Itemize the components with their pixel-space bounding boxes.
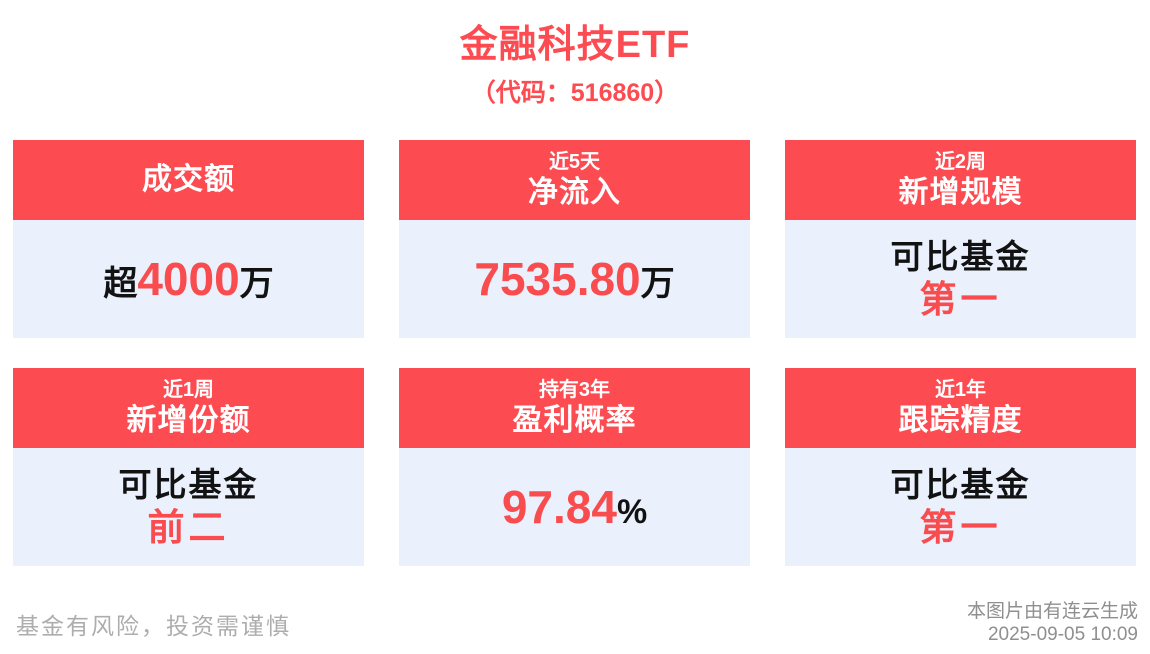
value-unit: 万 [640,265,675,303]
stat-card-tracking-precision: 近1年 跟踪精度 可比基金 第一 [785,368,1136,566]
value-number: 97.84 [501,481,617,533]
risk-disclaimer: 基金有风险，投资需谨慎 [16,613,291,639]
stat-value: 97.84% [502,480,647,534]
etf-code-subtitle: （代码：516860） [470,79,680,107]
card-header-tracking-precision: 近1年 跟踪精度 [785,368,1136,448]
credit-text: 本图片由有连云生成 [966,601,1138,622]
card-header-profit-probability: 持有3年 盈利概率 [399,368,750,448]
card-header-new-scale: 近2周 新增规模 [785,140,1136,220]
card-header-title: 净流入 [528,176,621,209]
generator-credit: 本图片由有连云生成 2025-09-05 10:09 [967,600,1138,646]
card-header-title: 新增规模 [898,176,1023,209]
card-body-turnover: 超 4000 万 [13,220,364,338]
value-unit: 万 [239,265,274,303]
stats-grid: 成交额 超 4000 万 近5天 净流入 7535.80 万 近2周 [13,140,1136,566]
card-header-period: 近1年 [934,379,987,401]
value-number: 7535.80 [474,253,641,305]
card-header-new-shares: 近1周 新增份额 [13,368,364,448]
card-header-period: 持有3年 [538,379,611,401]
value-unit: % [616,493,648,531]
card-header-title: 盈利概率 [512,404,637,437]
card-header-period: 近1周 [162,379,215,401]
card-body-tracking-precision: 可比基金 第一 [785,448,1136,566]
card-header-title: 成交额 [142,163,235,196]
stat-label: 可比基金 [890,465,1031,503]
stat-card-profit-probability: 持有3年 盈利概率 97.84% [399,368,750,566]
stat-rank: 第一 [919,506,1002,548]
card-header-title: 新增份额 [126,404,251,437]
card-header-net-inflow: 近5天 净流入 [399,140,750,220]
card-body-new-shares: 可比基金 前二 [13,448,364,566]
card-body-new-scale: 可比基金 第一 [785,220,1136,338]
card-body-profit-probability: 97.84% [399,448,750,566]
page-title: 金融科技ETF [459,24,691,66]
value-number: 4000 [137,253,240,305]
card-header-period: 近5天 [548,151,601,173]
card-body-net-inflow: 7535.80 万 [399,220,750,338]
stat-rank: 前二 [147,506,230,548]
stat-card-new-scale: 近2周 新增规模 可比基金 第一 [785,140,1136,338]
stat-label: 可比基金 [890,237,1031,275]
stat-label: 可比基金 [118,465,259,503]
stat-rank: 第一 [919,278,1002,320]
card-header-title: 跟踪精度 [898,404,1023,437]
stat-card-turnover: 成交额 超 4000 万 [13,140,364,338]
value-prefix: 超 [103,265,138,303]
card-header-turnover: 成交额 [13,140,364,220]
timestamp: 2025-09-05 10:09 [987,624,1138,645]
stat-value: 7535.80 万 [474,252,674,306]
stat-card-new-shares: 近1周 新增份额 可比基金 前二 [13,368,364,566]
etf-infographic: 金融科技ETF （代码：516860） 成交额 超 4000 万 近5天 净流入 7… [0,22,1150,645]
card-header-period: 近2周 [934,151,987,173]
stat-value: 超 4000 万 [103,252,273,306]
stat-card-net-inflow: 近5天 净流入 7535.80 万 [399,140,750,338]
